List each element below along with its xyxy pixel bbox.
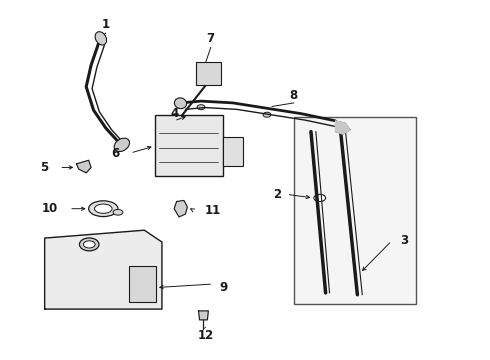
Bar [223,137,243,166]
Polygon shape [174,201,187,217]
Text: 2: 2 [273,188,281,201]
Ellipse shape [95,32,107,45]
Text: 9: 9 [219,281,227,294]
Text: 4: 4 [170,107,178,120]
Ellipse shape [263,112,271,117]
Ellipse shape [197,105,205,110]
Text: 6: 6 [111,147,120,159]
Ellipse shape [200,72,212,80]
Ellipse shape [89,201,118,217]
Bar [294,117,416,304]
Text: 1: 1 [102,18,110,31]
Polygon shape [335,121,350,134]
Ellipse shape [83,241,95,248]
Polygon shape [198,311,208,320]
Text: 10: 10 [42,202,58,215]
Text: 3: 3 [400,234,408,247]
Text: 12: 12 [198,329,214,342]
Text: 11: 11 [205,204,221,217]
Ellipse shape [79,238,99,251]
Ellipse shape [224,146,242,157]
Ellipse shape [314,194,326,202]
Text: 5: 5 [41,161,49,174]
Bar [155,116,223,176]
Text: 7: 7 [207,32,215,45]
Bar [196,62,220,85]
Polygon shape [76,160,91,173]
Polygon shape [45,230,162,309]
Bar [129,266,156,302]
Ellipse shape [95,204,112,213]
Ellipse shape [114,138,129,152]
Text: 8: 8 [290,89,298,102]
Ellipse shape [113,210,123,215]
Ellipse shape [174,98,187,109]
